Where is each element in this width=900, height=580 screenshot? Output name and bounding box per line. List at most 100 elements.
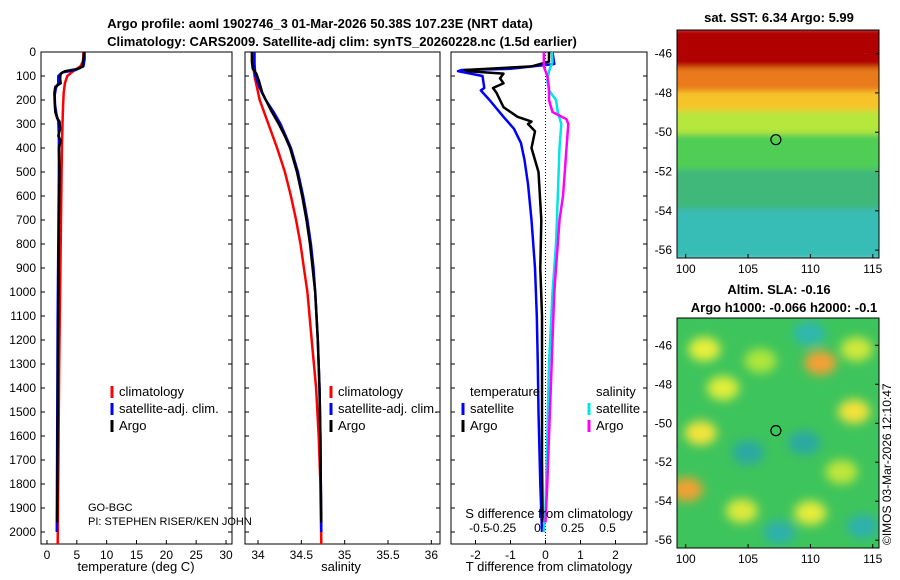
salinity-x-ticks: 34 34.5 35 35.5 36 [251, 540, 438, 562]
sla-blob [732, 440, 765, 465]
s-tick-label: 0.25 [561, 521, 585, 535]
x-tick-label: 2 [612, 548, 619, 562]
legend-t-satellite-label: satellite [470, 401, 514, 416]
sla-blob [744, 348, 777, 373]
sla-blob [707, 376, 740, 401]
x-tick-label: 34.5 [290, 548, 314, 562]
difference-legend: temperature salinity satellite Argo sate… [461, 384, 640, 433]
sst-color-field [677, 30, 879, 258]
map-x-tick-label: 115 [863, 552, 882, 566]
map-y-tick-label: -54 [655, 494, 673, 508]
sla-map-panel: Altim. SLA: -0.16 Argo h1000: -0.066 h20… [655, 282, 883, 566]
depth-tick-label: 200 [16, 93, 36, 107]
map-y-tick-label: -52 [655, 165, 673, 179]
depth-tick-label: 1400 [9, 381, 36, 395]
difference-panel: -2 -1 0 1 2 T difference from climatology S … [450, 51, 648, 574]
map-y-tick-label: -48 [655, 86, 673, 100]
s-tick-label: -0.25 [489, 521, 517, 535]
sla-blob [840, 337, 873, 362]
sla-blob [677, 477, 703, 502]
x-tick-label: -1 [505, 548, 516, 562]
series-satellite-adj-clim- [253, 52, 323, 533]
depth-tick-label: 900 [16, 261, 36, 275]
x-tick-label: 35 [338, 548, 352, 562]
legend-argo-label: Argo [338, 418, 365, 433]
legend-s-argo-label: Argo [596, 418, 623, 433]
temperature-axis-label: temperature (deg C) [77, 559, 194, 574]
series-temperature-satellite [456, 51, 556, 533]
sst-band [677, 67, 879, 95]
series-temperature-argo [463, 52, 551, 523]
x-tick-label: -2 [470, 548, 481, 562]
depth-tick-label: 400 [16, 141, 36, 155]
depth-tick-label: 1600 [9, 429, 36, 443]
series-argo [53, 51, 86, 523]
x-tick-label: 0 [44, 548, 51, 562]
sla-anomaly-blobs [677, 321, 879, 545]
go-bgc-label: GO-BGC [88, 502, 133, 514]
salinity-plot-frame [244, 51, 441, 545]
sst-map-title: sat. SST: 6.34 Argo: 5.99 [704, 10, 854, 25]
x-tick-label: 0 [542, 548, 549, 562]
imos-credit: ©IMOS 03-Mar-2026 12:10:47 [880, 383, 894, 545]
sla-blob [788, 430, 821, 455]
legend-climatology-label: climatology [119, 384, 185, 399]
difference-x-ticks: -2 -1 0 1 2 [470, 540, 619, 562]
sla-blob [684, 421, 717, 445]
legend-salinity-title: salinity [596, 384, 636, 399]
depth-tick-label: 2000 [9, 525, 36, 539]
sst-map-ticks: 100 105 110 115 -46 -48 -50 -52 -54 -56 [655, 47, 883, 276]
salinity-axis-label: salinity [321, 559, 361, 574]
x-tick-label: 36 [425, 548, 439, 562]
map-y-tick-label: -54 [655, 204, 673, 218]
series-argo [250, 52, 323, 523]
map-y-tick-label: -46 [655, 338, 673, 352]
depth-tick-label: 1700 [9, 453, 36, 467]
depth-tick-label: 1900 [9, 501, 36, 515]
sla-map-title: Altim. SLA: -0.16 [727, 282, 830, 297]
map-y-tick-label: -50 [655, 416, 673, 430]
depth-tick-label: 100 [16, 69, 36, 83]
temperature-x-ticks: 0 5 10 15 20 25 30 [44, 540, 233, 562]
map-x-tick-label: 105 [738, 552, 758, 566]
salinity-legend: climatology satellite-adj. clim. Argo [329, 384, 438, 433]
temperature-legend: climatology satellite-adj. clim. Argo [110, 384, 219, 433]
sst-band [677, 134, 879, 174]
s-tick-label: 0.5 [599, 521, 616, 535]
x-tick-label: 34 [251, 548, 265, 562]
sst-band [677, 110, 879, 139]
sla-blob [846, 514, 879, 539]
series-climatology [56, 52, 85, 545]
salinity-y-ticks [245, 51, 440, 533]
temperature-profiles [53, 51, 86, 545]
map-x-tick-label: 100 [676, 262, 696, 276]
x-tick-label: 1 [577, 548, 584, 562]
argo-position-marker [770, 134, 782, 146]
legend-t-argo-label: Argo [470, 418, 497, 433]
depth-tick-label: 1200 [9, 333, 36, 347]
s-difference-tick-labels: -0.5-0.25 0 0.25 0.5 [469, 521, 616, 535]
sla-blob [825, 459, 858, 484]
legend-s-satellite-label: satellite [596, 401, 640, 416]
s-tick-label: -0.5 [469, 521, 490, 535]
series-climatology [250, 51, 323, 545]
x-tick-label: 10 [100, 548, 114, 562]
salinity-panel: 34 34.5 35 35.5 36 salinity climatology sate… [244, 51, 441, 574]
depth-tick-label: 800 [16, 237, 36, 251]
sla-blob [725, 498, 758, 523]
legend-temperature-title: temperature [470, 384, 540, 399]
difference-profiles [456, 51, 570, 533]
x-tick-label: 35.5 [376, 548, 400, 562]
series-salinity-argo [542, 52, 570, 523]
map-y-tick-label: -46 [655, 47, 673, 61]
map-x-tick-label: 110 [801, 552, 820, 566]
legend-satellite-adj-label: satellite-adj. clim. [338, 401, 438, 416]
x-tick-label: 30 [219, 548, 233, 562]
figure-title-line1: Argo profile: aoml 1902746_3 01-Mar-2026… [107, 16, 533, 31]
sla-blob [838, 399, 871, 424]
sst-band [677, 208, 879, 258]
series-salinity-satellite [542, 51, 563, 533]
sst-band [677, 169, 879, 213]
sla-map-subtitle: Argo h1000: -0.066 h2000: -0.1 [691, 300, 877, 315]
